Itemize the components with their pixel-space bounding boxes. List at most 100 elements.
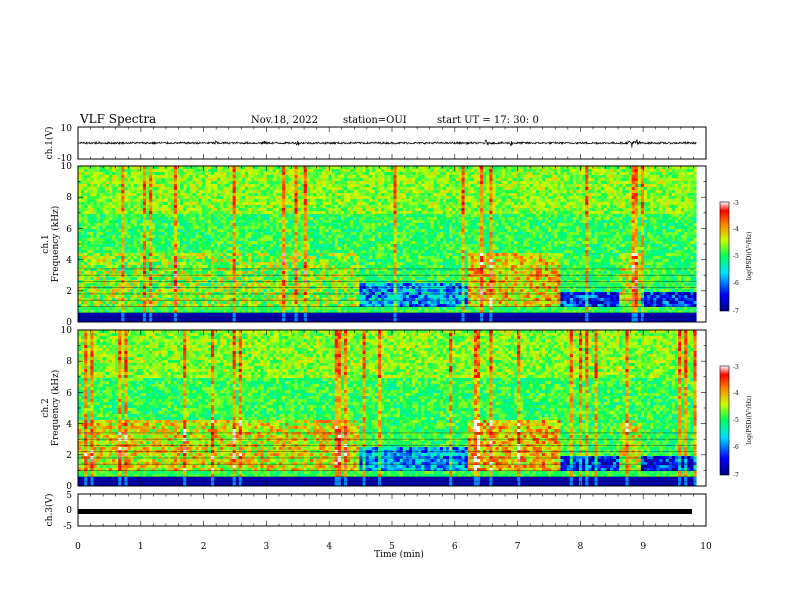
spectrogram-cell bbox=[313, 271, 317, 275]
spectrogram-cell bbox=[81, 202, 85, 206]
spectrogram-cell bbox=[186, 187, 190, 191]
spectrogram-cell bbox=[124, 202, 128, 206]
spectrogram-cell bbox=[328, 217, 333, 221]
spectrogram-cell bbox=[279, 226, 283, 230]
spectrogram-cell bbox=[319, 178, 323, 182]
spectrogram-cell bbox=[93, 289, 97, 293]
spectrogram-cell bbox=[238, 214, 243, 218]
spectrogram-cell bbox=[331, 259, 336, 263]
spectrogram-cell bbox=[340, 187, 345, 191]
spectrogram-cell bbox=[356, 259, 360, 263]
spectrogram-cell bbox=[118, 307, 122, 311]
spectrogram-cell bbox=[353, 253, 357, 257]
spectrogram-cell bbox=[118, 166, 122, 170]
spectrogram-cell bbox=[127, 229, 131, 233]
spectrogram-cell bbox=[291, 190, 295, 194]
spectrogram-cell bbox=[245, 241, 249, 245]
spectrogram-cell bbox=[214, 250, 218, 254]
spectrogram-cell bbox=[300, 193, 305, 197]
spectrogram-cell bbox=[124, 313, 128, 317]
spectrogram-cell bbox=[223, 211, 227, 215]
spectrogram-cell bbox=[108, 307, 113, 311]
spectrogram-cell bbox=[232, 277, 237, 281]
spectrogram-cell bbox=[118, 226, 122, 230]
spectrogram-cell bbox=[155, 217, 159, 221]
spectrogram-cell bbox=[189, 202, 193, 206]
spectrogram-cell bbox=[235, 247, 240, 251]
spectrogram-cell bbox=[127, 193, 131, 197]
spectrogram-cell bbox=[195, 166, 200, 170]
spectrogram-cell bbox=[108, 220, 113, 224]
spectrogram-cell bbox=[108, 235, 113, 239]
spectrogram-cell bbox=[371, 259, 376, 263]
spectrogram-cell bbox=[105, 250, 110, 254]
spectrogram-cell bbox=[93, 166, 97, 170]
spectrogram-cell bbox=[232, 283, 237, 287]
spectrogram-cell bbox=[217, 196, 221, 200]
spectrogram-cell bbox=[78, 301, 82, 305]
spectrogram-cell bbox=[108, 184, 113, 188]
spectrogram-cell bbox=[313, 166, 317, 170]
spectrogram-cell bbox=[115, 319, 119, 323]
spectrogram-cell bbox=[167, 220, 172, 224]
spectrogram-cell bbox=[316, 202, 320, 206]
spectrogram-cell bbox=[210, 217, 215, 221]
spectrogram-cell bbox=[300, 319, 305, 323]
spectrogram-cell bbox=[257, 244, 261, 248]
spectrogram-cell bbox=[365, 199, 370, 203]
spectrogram-cell bbox=[127, 169, 131, 173]
spectrogram-cell bbox=[127, 172, 131, 176]
spectrogram-cell bbox=[81, 190, 85, 194]
spectrogram-cell bbox=[319, 262, 323, 266]
spectrogram-cell bbox=[371, 265, 376, 269]
spectrogram-cell bbox=[313, 256, 317, 260]
spectrogram-cell bbox=[207, 316, 212, 320]
spectrogram-cell bbox=[309, 175, 314, 179]
spectrogram-cell bbox=[146, 223, 150, 227]
spectrogram-cell bbox=[130, 304, 135, 308]
spectrogram-cell bbox=[214, 244, 218, 248]
spectrogram-cell bbox=[142, 202, 147, 206]
spectrogram-cell bbox=[133, 310, 138, 314]
spectrogram-cell bbox=[189, 265, 193, 269]
spectrogram-cell bbox=[96, 265, 101, 269]
spectrogram-cell bbox=[325, 229, 329, 233]
spectrogram-cell bbox=[337, 226, 342, 230]
spectrogram-cell bbox=[164, 271, 169, 275]
spectrogram-cell bbox=[87, 316, 91, 320]
spectrogram-cell bbox=[362, 265, 367, 269]
spectrogram-cell bbox=[257, 229, 261, 233]
spectrogram-cell bbox=[223, 265, 227, 269]
spectrogram-cell bbox=[90, 265, 94, 269]
spectrogram-cell bbox=[170, 298, 175, 302]
spectrogram-cell bbox=[87, 265, 91, 269]
spectrogram-cell bbox=[146, 196, 150, 200]
spectrogram-cell bbox=[158, 181, 162, 185]
spectrogram-cell bbox=[331, 196, 336, 200]
spectrogram-cell bbox=[173, 271, 178, 275]
spectrogram-cell bbox=[161, 274, 165, 278]
spectrogram-cell bbox=[192, 253, 196, 257]
spectrogram-cell bbox=[204, 298, 209, 302]
spectrogram-cell bbox=[359, 226, 363, 230]
spectrogram-cell bbox=[204, 301, 209, 305]
spectrogram-cell bbox=[316, 298, 320, 302]
spectrogram-cell bbox=[226, 190, 230, 194]
spectrogram-cell bbox=[241, 220, 246, 224]
spectrogram-cell bbox=[183, 181, 187, 185]
spectrogram-cell bbox=[90, 208, 94, 212]
spectrogram-cell bbox=[133, 178, 138, 182]
spectrogram-cell bbox=[229, 190, 234, 194]
spectrogram-cell bbox=[322, 313, 326, 317]
spectrogram-cell bbox=[207, 175, 212, 179]
spectrogram-cell bbox=[176, 193, 181, 197]
spectrogram-cell bbox=[164, 313, 169, 317]
spectrogram-cell bbox=[99, 268, 104, 272]
spectrogram-cell bbox=[291, 307, 295, 311]
spectrogram-cell bbox=[285, 268, 289, 272]
spectrogram-cell bbox=[266, 241, 271, 245]
spectrogram-cell bbox=[207, 232, 212, 236]
spectrogram-cell bbox=[306, 229, 311, 233]
spectrogram-cell bbox=[127, 310, 131, 314]
spectrogram-cell bbox=[285, 319, 289, 323]
